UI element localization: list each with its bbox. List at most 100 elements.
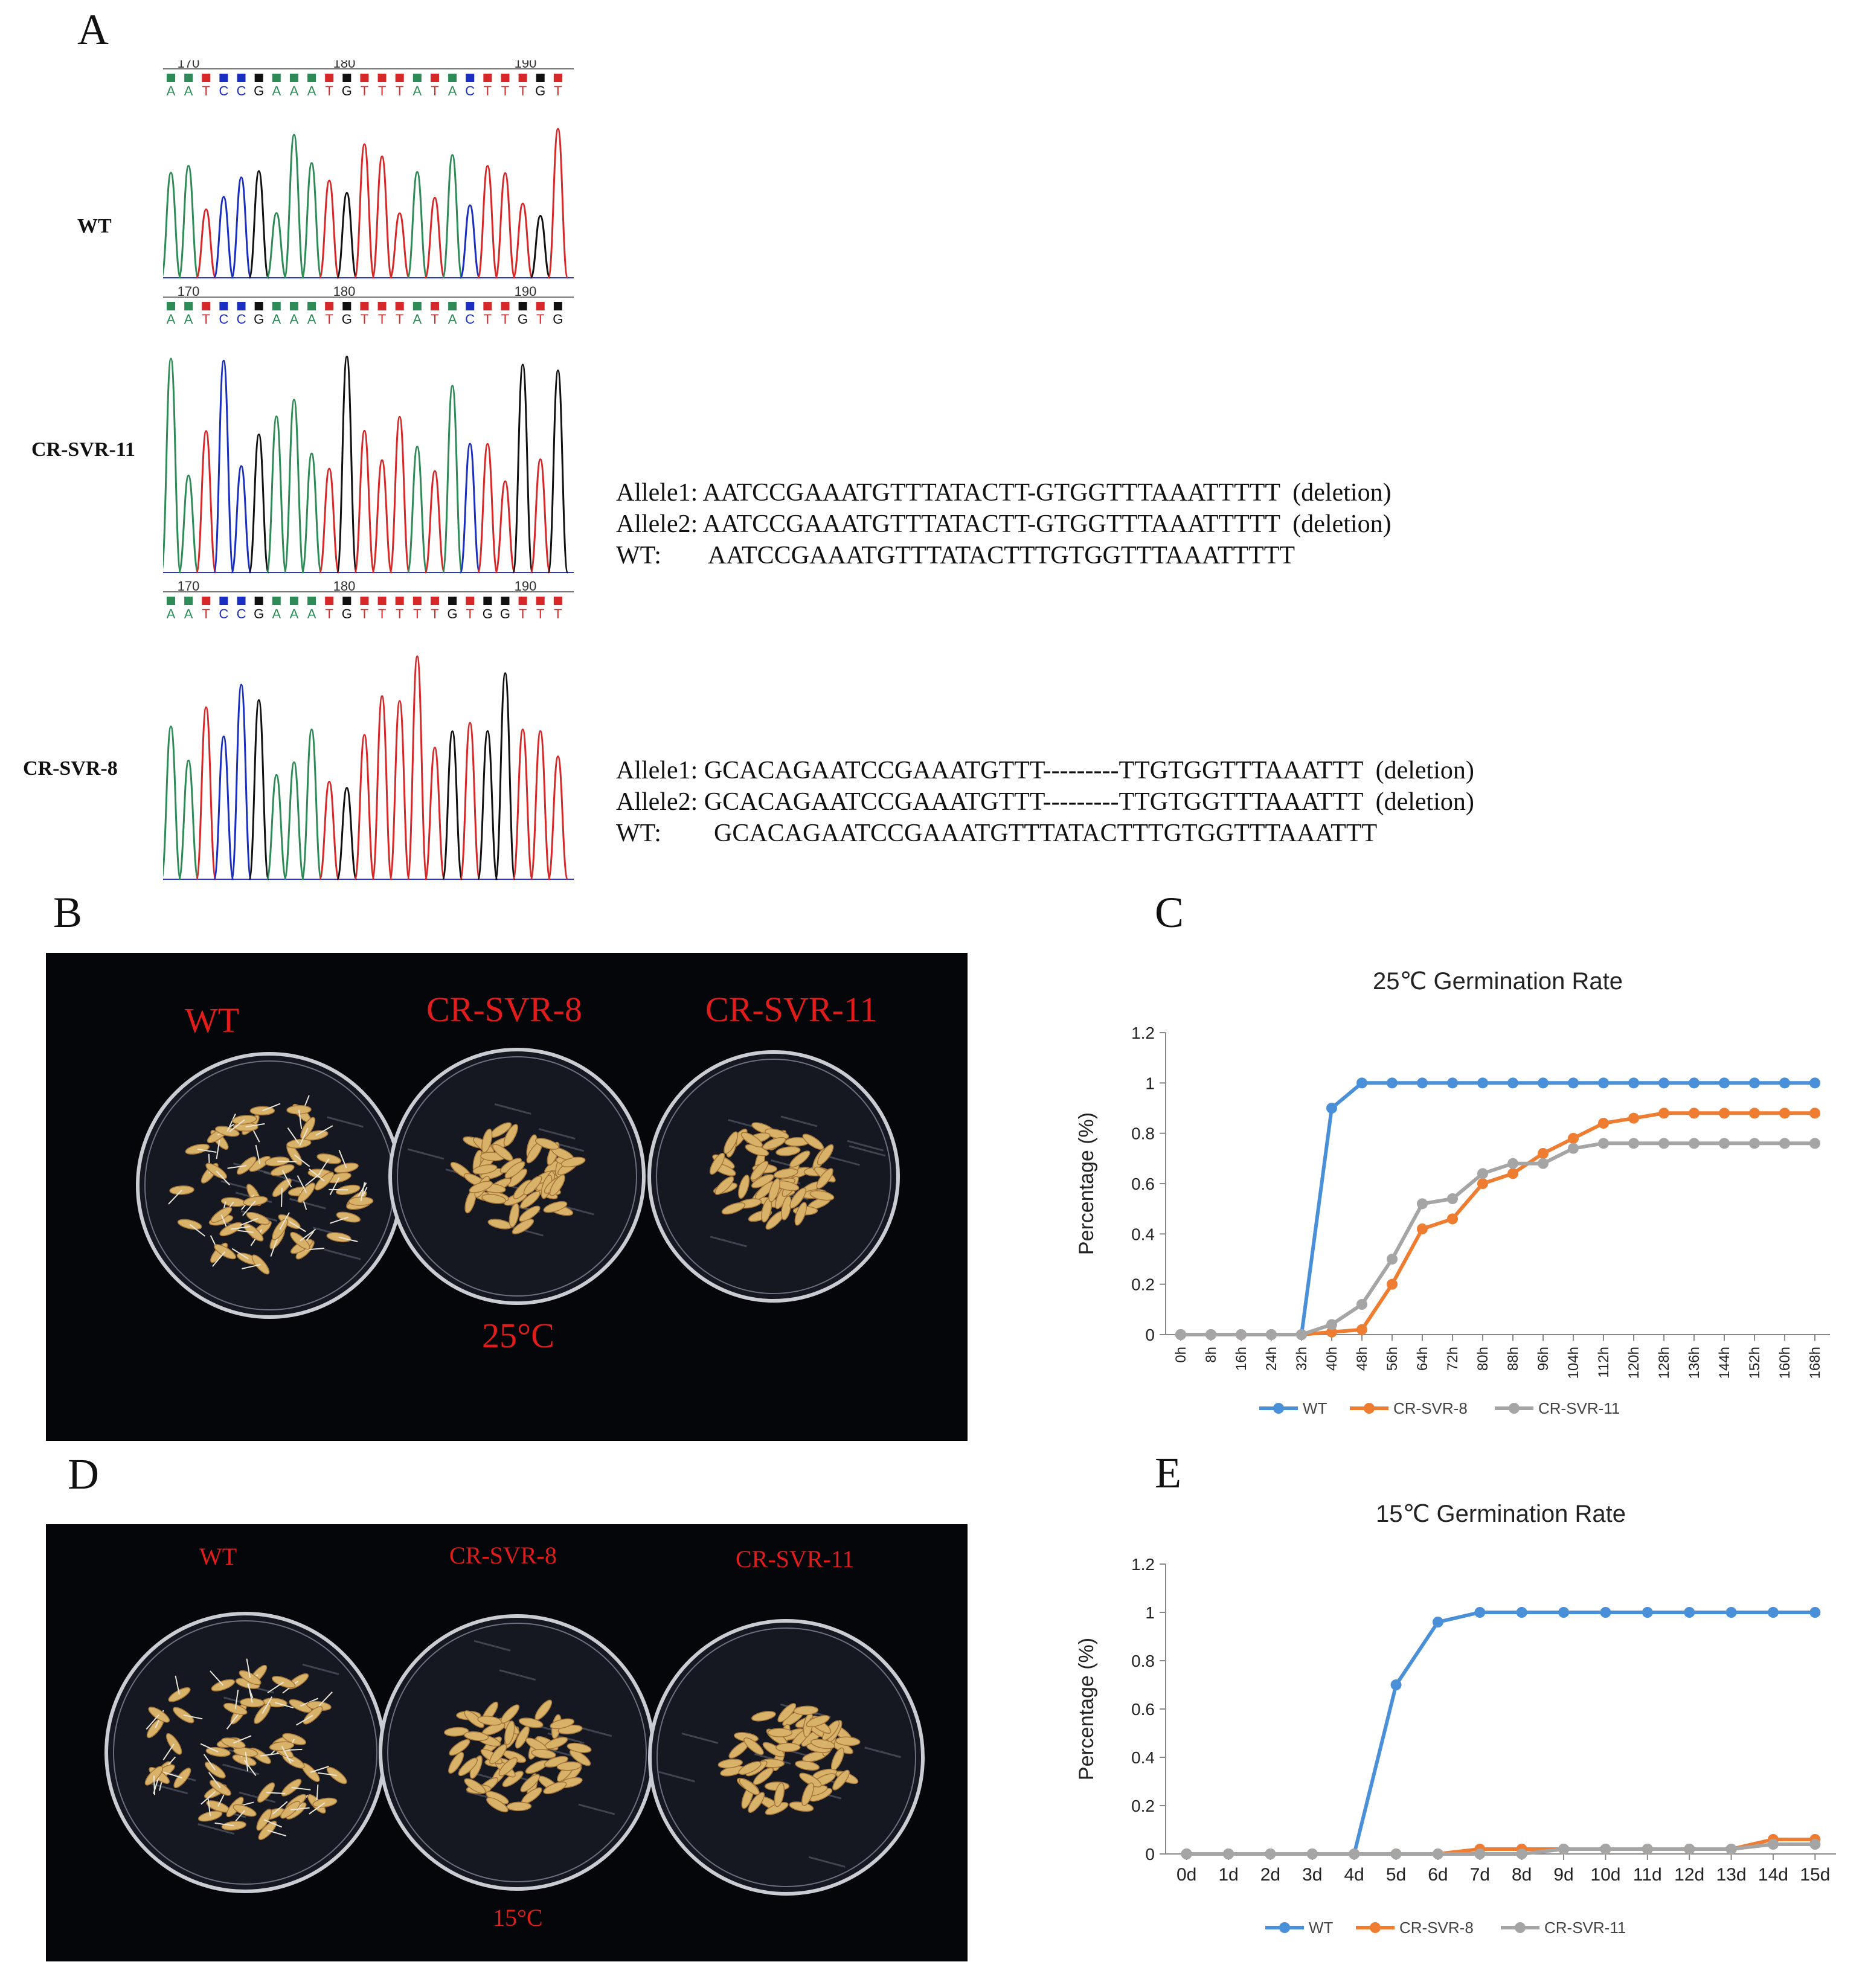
x-tick-label: 40h (1324, 1347, 1340, 1371)
seedling-sprout (233, 1735, 252, 1744)
base-letter: G (342, 312, 352, 327)
rice-seed (801, 1782, 814, 1806)
seedling-sprout (315, 1125, 333, 1136)
rice-seed (793, 1705, 819, 1716)
data-point (1779, 1138, 1790, 1149)
rice-seed (444, 1727, 469, 1737)
data-point (1432, 1849, 1443, 1859)
allele-seq: GCACAGAATCCGAAATGTTT---------TTGTGGTTTAA… (704, 788, 1363, 816)
panel-b-letter: B (53, 888, 83, 937)
base-call-marker (219, 302, 228, 310)
seedling-sprout (281, 1746, 292, 1764)
trace-peak (406, 446, 428, 574)
x-tick-label: 12d (1674, 1865, 1704, 1885)
base-letter: G (448, 606, 458, 621)
data-point (1516, 1849, 1527, 1859)
base-letter: T (325, 83, 333, 98)
allele-name: Allele2: (616, 788, 698, 816)
data-point (1538, 1077, 1549, 1089)
film-highlight (151, 1783, 188, 1795)
panel-a-letter: A (77, 5, 109, 54)
position-tick: 180 (333, 60, 356, 71)
base-letter: T (501, 83, 509, 98)
base-call-marker (395, 74, 404, 82)
seedling-sprout (262, 1696, 273, 1714)
rice-seed (543, 1781, 567, 1794)
rice-seed (709, 1152, 725, 1175)
data-point (1175, 1329, 1186, 1340)
rice-seed (550, 1718, 575, 1730)
x-tick-label: 6d (1428, 1865, 1448, 1885)
base-letter: T (519, 83, 527, 98)
x-tick-label: 88h (1505, 1347, 1521, 1371)
seedling-sprout (360, 1182, 365, 1202)
seedling-sprout (298, 1109, 303, 1129)
rice-seed (531, 1749, 556, 1759)
x-tick-label: 0d (1176, 1865, 1196, 1885)
position-tick: 180 (333, 284, 356, 299)
base-call-marker (377, 74, 387, 82)
x-tick-label: 152h (1747, 1347, 1763, 1379)
base-letter: G (342, 83, 352, 98)
base-letter: G (342, 606, 352, 621)
data-point (1689, 1138, 1700, 1149)
seedling-sprout (245, 1123, 265, 1128)
trace-peak (213, 736, 234, 880)
rice-seed (449, 1739, 470, 1756)
rice-seed (816, 1168, 833, 1189)
rice-seed (777, 1703, 797, 1723)
rice-seed (489, 1743, 507, 1765)
x-tick-label: 56h (1384, 1347, 1401, 1371)
base-letter: A (167, 606, 176, 621)
base-letter: C (465, 83, 475, 98)
film-highlight (494, 1103, 531, 1115)
seedling-sprout (216, 1170, 230, 1185)
trace-peak (459, 204, 481, 279)
base-call-marker (342, 302, 351, 310)
rice-seed (223, 1702, 248, 1715)
rice-seed (168, 1687, 191, 1702)
legend-entry: CR-SVR-11 (1538, 1399, 1620, 1417)
base-call-marker (219, 74, 228, 82)
allele-name: Allele2: (616, 510, 698, 538)
allele-seq: AATCCGAAATGTTTATACTT-GTGGTTTAAATTTTT (702, 510, 1280, 538)
base-letter: T (202, 606, 210, 621)
rice-seed (767, 1728, 793, 1737)
seedling-sprout (168, 1190, 182, 1205)
base-letter: T (202, 83, 210, 98)
legend-entry: CR-SVR-8 (1399, 1919, 1474, 1937)
rice-seed (348, 1196, 374, 1206)
rice-seed (794, 1202, 807, 1226)
y-tick-label: 0.6 (1131, 1175, 1155, 1193)
base-call-marker (377, 597, 387, 605)
base-letter: C (237, 312, 246, 327)
base-call-marker (237, 302, 246, 310)
rice-seed (569, 1749, 591, 1766)
base-call-marker (501, 74, 510, 82)
trace-peak (441, 154, 463, 279)
base-call-marker (466, 597, 475, 605)
rice-seed (500, 1704, 520, 1723)
data-point (1474, 1607, 1486, 1618)
petri-dish-rim (397, 1056, 637, 1297)
base-letter: T (396, 312, 403, 327)
trace-peak (178, 759, 199, 880)
data-point (1266, 1329, 1277, 1340)
base-call-marker (325, 302, 334, 310)
trace-peak (441, 730, 463, 880)
y-tick-label: 1 (1145, 1603, 1155, 1622)
seedling-sprout (229, 1119, 245, 1132)
series-line-wt (1181, 1081, 1815, 1336)
trace-peak (248, 433, 270, 574)
data-point (1390, 1849, 1402, 1859)
trace-peak (178, 474, 199, 574)
trace-peak (530, 458, 551, 574)
rice-seed (806, 1714, 830, 1728)
data-point (1205, 1329, 1216, 1340)
base-letter: A (307, 83, 316, 98)
trace-peak (530, 730, 551, 880)
data-point (1719, 1138, 1730, 1149)
seedling-sprout (210, 1670, 224, 1686)
base-call-marker (254, 597, 263, 605)
